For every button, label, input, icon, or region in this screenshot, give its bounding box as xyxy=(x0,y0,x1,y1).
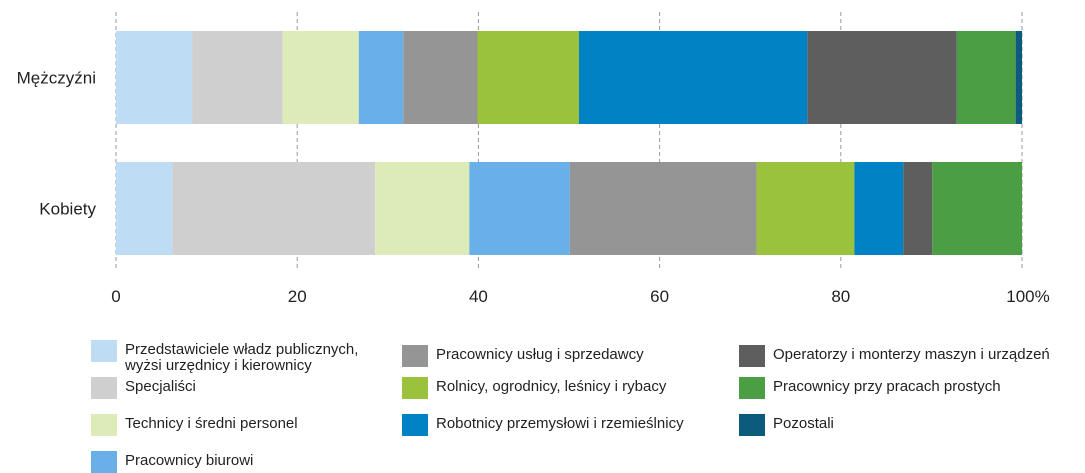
bar-segment-1-8 xyxy=(932,162,1022,255)
x-tick-label-3: 60 xyxy=(650,287,669,306)
bar-segment-0-7 xyxy=(807,31,957,124)
legend-label-7: Operatorzy i monterzy maszyn i urządzeń xyxy=(773,346,1050,363)
legend-item-2: Technicy i średni personel xyxy=(91,414,298,436)
bars xyxy=(116,31,1022,255)
bar-segment-0-5 xyxy=(477,31,579,124)
legend-label-3: Pracownicy biurowi xyxy=(125,452,254,469)
bar-segment-0-0 xyxy=(116,31,193,124)
category-labels: Mężczyźni Kobiety xyxy=(17,69,97,219)
legend-item-9: Pozostali xyxy=(739,414,834,436)
bar-segment-1-2 xyxy=(375,162,470,255)
stacked-bar-chart: Mężczyźni Kobiety 0 20 40 60 80 100% xyxy=(17,12,1050,306)
x-tick-label-1: 20 xyxy=(288,287,307,306)
legend-swatch-2 xyxy=(91,414,117,436)
legend-item-5: Rolnicy, ogrodnicy, leśnicy i rybacy xyxy=(402,377,666,399)
legend-swatch-5 xyxy=(402,377,428,399)
legend-item-8: Pracownicy przy pracach prostych xyxy=(739,377,1001,399)
x-tick-labels: 0 20 40 60 80 100% xyxy=(111,287,1049,306)
legend-label-8: Pracownicy przy pracach prostych xyxy=(773,378,1001,395)
legend-label-4: Pracownicy usług i sprzedawcy xyxy=(436,346,644,363)
bar-segment-0-6 xyxy=(578,31,808,124)
legend-item-3: Pracownicy biurowi xyxy=(91,451,253,473)
legend-label-2: Technicy i średni personel xyxy=(125,415,298,432)
category-label-1: Kobiety xyxy=(39,200,96,219)
x-tick-label-4: 80 xyxy=(831,287,850,306)
bar-segment-0-1 xyxy=(192,31,283,124)
category-label-0: Mężczyźni xyxy=(17,69,96,88)
x-tick-label-0: 0 xyxy=(111,287,120,306)
bar-segment-1-4 xyxy=(569,162,757,255)
legend-label-5: Rolnicy, ogrodnicy, leśnicy i rybacy xyxy=(436,378,667,395)
bar-segment-1-7 xyxy=(903,162,933,255)
legend-swatch-4 xyxy=(402,345,428,367)
legend-item-4: Pracownicy usług i sprzedawcy xyxy=(402,345,644,367)
bar-segment-1-6 xyxy=(854,162,904,255)
legend-item-0: Przedstawiciele władz publicznych, wyżsi… xyxy=(91,340,358,374)
bar-segment-1-5 xyxy=(756,162,855,255)
bar-segment-1-3 xyxy=(469,162,570,255)
legend-swatch-0 xyxy=(91,340,117,362)
legend-swatch-1 xyxy=(91,377,117,399)
legend-swatch-3 xyxy=(91,451,117,473)
x-tick-label-5: 100% xyxy=(1006,287,1049,306)
bar-segment-0-9 xyxy=(1015,31,1022,124)
legend-label-9: Pozostali xyxy=(773,415,834,432)
x-tick-label-2: 40 xyxy=(469,287,488,306)
bar-segment-0-4 xyxy=(403,31,478,124)
legend-swatch-7 xyxy=(739,345,765,367)
legend-swatch-8 xyxy=(739,377,765,399)
legend-swatch-6 xyxy=(402,414,428,436)
legend-item-1: Specjaliści xyxy=(91,377,196,399)
bar-segment-0-8 xyxy=(956,31,1016,124)
legend-item-6: Robotnicy przemysłowi i rzemieślnicy xyxy=(402,414,684,436)
bar-segment-1-0 xyxy=(116,162,173,255)
legend-swatch-9 xyxy=(739,414,765,436)
bar-segment-0-2 xyxy=(282,31,359,124)
legend-label-1: Specjaliści xyxy=(125,378,196,395)
legend-item-7: Operatorzy i monterzy maszyn i urządzeń xyxy=(739,345,1050,367)
bar-segment-1-1 xyxy=(172,162,376,255)
legend-label-0: Przedstawiciele władz publicznych, wyżsi… xyxy=(125,341,359,374)
bar-segment-0-3 xyxy=(358,31,404,124)
legend-label-6: Robotnicy przemysłowi i rzemieślnicy xyxy=(436,415,684,432)
